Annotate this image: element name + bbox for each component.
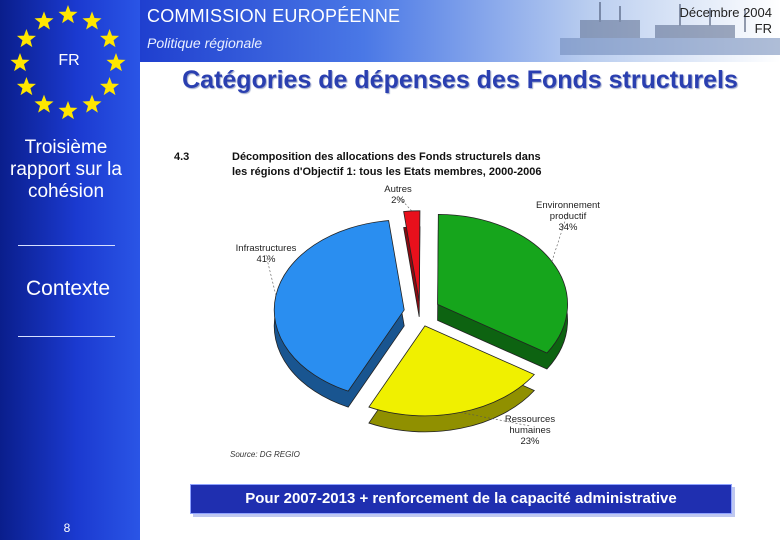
pie-slice-label: Environnement [536, 200, 600, 211]
slide-title: Catégories de dépenses des Fonds structu… [182, 66, 738, 94]
date-block: Décembre 2004 FR [680, 5, 773, 37]
flag-star-icon [34, 94, 54, 113]
divider-top [18, 245, 115, 246]
pie-slice-value-label: 34% [558, 222, 578, 233]
chart-title-line-1: Décomposition des allocations des Fonds … [232, 151, 541, 163]
flag-star-icon [16, 77, 36, 96]
flag-star-icon [58, 5, 78, 24]
pie-chart-figure: 4.3 Décomposition des allocations des Fo… [150, 142, 620, 464]
flag-country-label: FR [58, 52, 80, 69]
report-title: Troisième rapport sur la cohésion [10, 137, 122, 202]
chart-source: Source: DG REGIO [230, 450, 300, 459]
flag-star-icon [16, 29, 36, 48]
page-number: 8 [63, 521, 71, 535]
policy-subtitle: Politique régionale [147, 35, 263, 51]
flag-star-icon [10, 53, 30, 72]
pie-slice-label: Autres [384, 184, 412, 195]
pie-leader-line [551, 211, 569, 262]
flag-star-icon [100, 29, 120, 48]
flag-star-icon [82, 11, 102, 30]
pie-slice [273, 220, 405, 392]
figure-number: 4.3 [174, 151, 189, 163]
footer-banner: Pour 2007-2013 + renforcement de la capa… [190, 484, 732, 514]
eu-flag-stars [10, 5, 126, 120]
header-banner [140, 0, 780, 62]
pie-slice-value-label: 2% [391, 195, 405, 206]
flag-star-icon [106, 53, 126, 72]
commission-title: COMMISSION EUROPÉENNE [147, 6, 401, 26]
section-label: Contexte [25, 277, 111, 300]
pie-slice [437, 213, 568, 354]
divider-bottom [18, 336, 115, 337]
chart-title-line-2: les régions d'Objectif 1: tous les Etats… [232, 166, 542, 178]
pie-chart: 4.3 Décomposition des allocations des Fo… [174, 151, 600, 459]
language-code: FR [754, 21, 772, 36]
flag-star-icon [34, 11, 54, 30]
flag-star-icon [100, 77, 120, 96]
pie-slice-label: humaines [509, 425, 550, 436]
pie-slice [368, 325, 535, 417]
date-text: Décembre 2004 [679, 5, 773, 20]
pie-slice-value-label: 23% [520, 436, 540, 447]
footer-text: Pour 2007-2013 + renforcement de la capa… [245, 490, 677, 507]
pie-slice [403, 210, 421, 301]
pie-slice-value-label: 41% [256, 254, 276, 265]
harbour-photo [560, 2, 780, 55]
flag-star-icon [82, 94, 102, 113]
pie-slice-label: Infrastructures [236, 243, 297, 254]
pie-leader-line [397, 195, 412, 212]
flag-star-icon [58, 101, 78, 120]
pie-slice-label: productif [550, 211, 587, 222]
pie-leader-line [265, 254, 277, 296]
pie-slice-label: Ressources [505, 414, 555, 425]
